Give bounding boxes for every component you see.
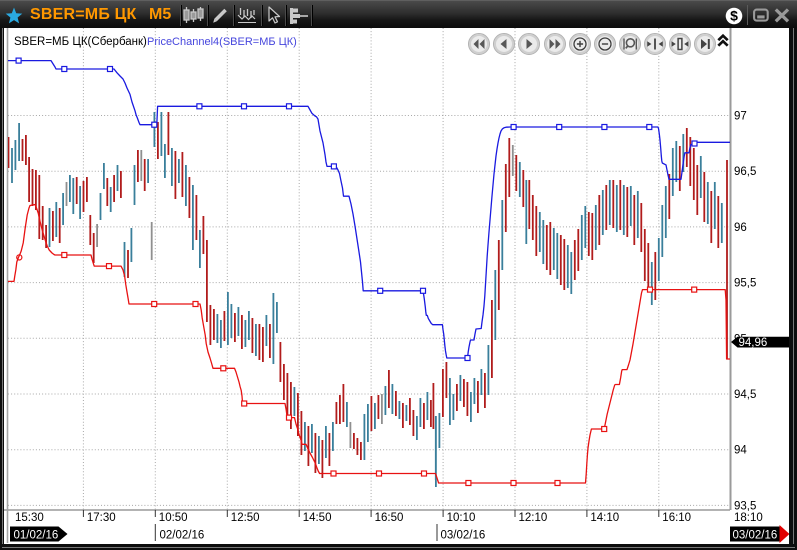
svg-text:16:10: 16:10 <box>662 512 691 524</box>
svg-text:03/02/16: 03/02/16 <box>733 530 778 542</box>
svg-text:12:50: 12:50 <box>231 512 260 524</box>
svg-text:01/02/16: 01/02/16 <box>14 530 59 542</box>
svg-text:03/02/16: 03/02/16 <box>441 530 486 542</box>
svg-text:10:50: 10:50 <box>159 512 188 524</box>
svg-text:02/02/16: 02/02/16 <box>160 530 205 542</box>
svg-text:14:50: 14:50 <box>303 512 332 524</box>
svg-text:94: 94 <box>734 445 747 457</box>
svg-text:15:30: 15:30 <box>15 512 44 524</box>
svg-text:96: 96 <box>734 222 747 234</box>
svg-text:$: $ <box>730 7 738 23</box>
svg-text:12:10: 12:10 <box>519 512 548 524</box>
svg-text:16:50: 16:50 <box>375 512 404 524</box>
svg-text:94,5: 94,5 <box>734 389 756 401</box>
svg-text:14:10: 14:10 <box>590 512 619 524</box>
svg-text:10:10: 10:10 <box>447 512 476 524</box>
svg-text:17:30: 17:30 <box>87 512 116 524</box>
svg-text:95,5: 95,5 <box>734 278 756 290</box>
svg-text:97: 97 <box>734 111 747 123</box>
svg-text:96,5: 96,5 <box>734 166 756 178</box>
svg-text:94,96: 94,96 <box>739 337 768 349</box>
svg-text:93,5: 93,5 <box>734 500 756 512</box>
svg-text:18:10: 18:10 <box>734 512 763 524</box>
